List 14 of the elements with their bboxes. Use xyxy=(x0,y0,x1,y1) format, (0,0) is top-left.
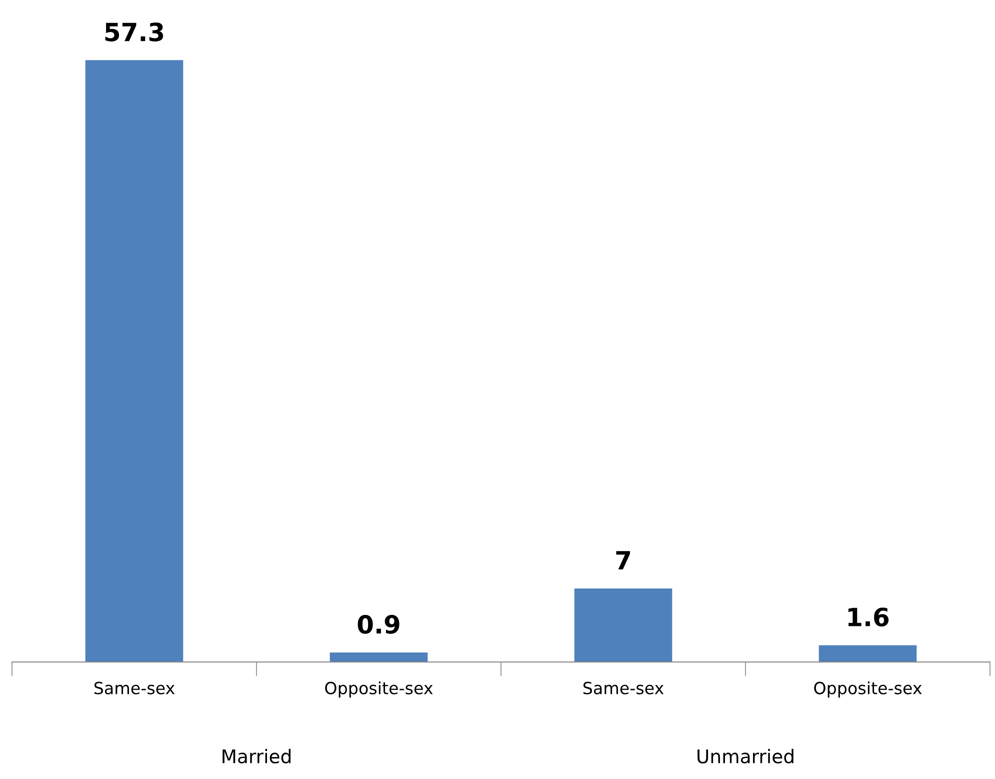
x-tick-label: Same-sex xyxy=(94,682,175,694)
data-label: 1.6 xyxy=(848,608,889,626)
bar xyxy=(818,645,917,662)
bar xyxy=(574,588,672,662)
text: Married xyxy=(222,748,290,764)
bar xyxy=(330,652,428,662)
data-label: 57.3 xyxy=(105,22,164,42)
bar xyxy=(85,60,184,662)
x-tick-label: Opposite-sex xyxy=(325,681,433,698)
text: Unmarried xyxy=(698,748,794,764)
data-label: 7 xyxy=(616,551,630,570)
data-label: 0.9 xyxy=(358,614,400,634)
x-tick-label: Opposite-sex xyxy=(814,681,922,698)
x-tick-label: Same-sex xyxy=(583,682,664,694)
